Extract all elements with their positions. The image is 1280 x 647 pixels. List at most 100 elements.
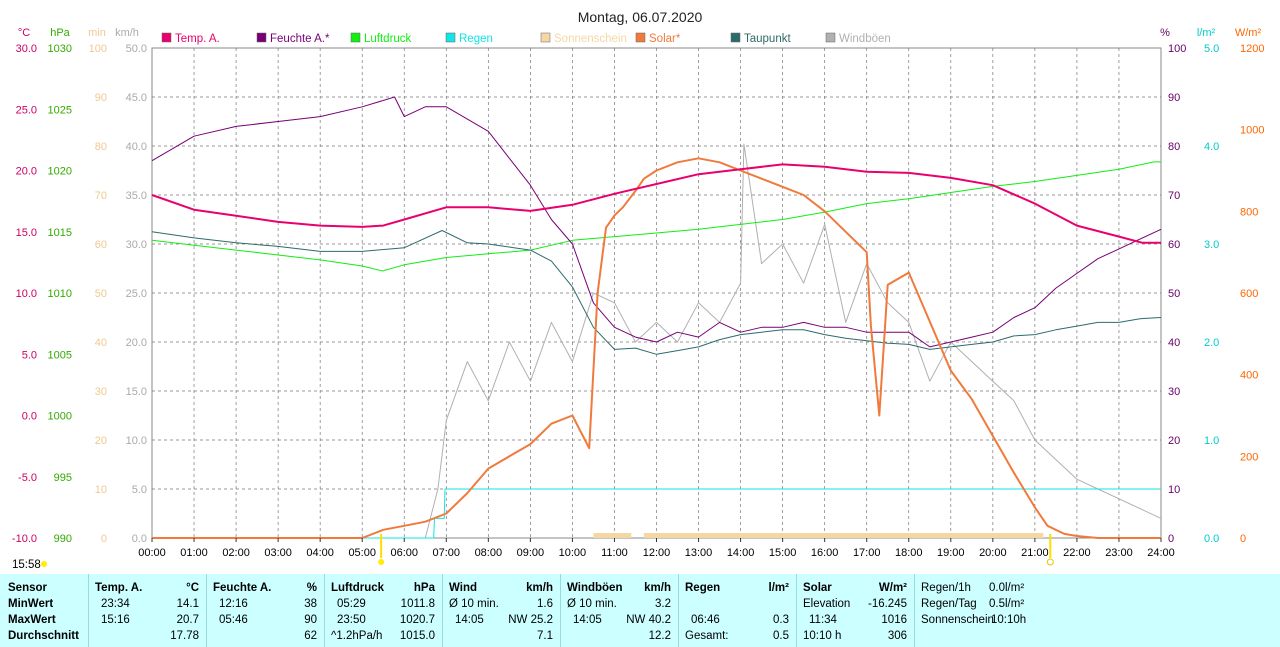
rain-total-label: Gesamt: — [685, 630, 729, 642]
axis-tick-temp: 5.0 — [22, 349, 37, 361]
extra-label: Regen/1h — [921, 582, 971, 594]
wind-avg-val: 7.1 — [537, 630, 553, 642]
temp-avg-val: 17.78 — [170, 630, 199, 642]
axis-tick-pressure: 990 — [54, 533, 72, 545]
solar-max-val: 1016 — [881, 614, 907, 626]
x-tick-label: 15:00 — [769, 547, 797, 559]
x-tick-label: 05:00 — [348, 547, 376, 559]
legend-label: Windböen — [839, 33, 891, 45]
series-line — [151, 161, 1161, 272]
legend-label: Luftdruck — [364, 33, 412, 45]
axis-tick-humidity: 10 — [1168, 484, 1180, 496]
axis-tick-rain: 0.0 — [1204, 533, 1219, 545]
axis-tick-wind: 5.0 — [132, 484, 147, 496]
axis-tick-wind: 20.0 — [126, 337, 147, 349]
axis-tick-rain: 1.0 — [1204, 435, 1219, 447]
hdr-wind-unit: km/h — [526, 582, 553, 594]
axis-tick-wind: 30.0 — [126, 239, 147, 251]
status-time: 15:58 — [12, 559, 41, 571]
axis-tick-min: 30 — [95, 386, 107, 398]
gust-max-val: NW 40.2 — [626, 614, 671, 626]
legend-label: Temp. A. — [175, 33, 220, 45]
series-line — [151, 230, 1162, 355]
legend-label: Taupunkt — [744, 33, 791, 45]
axis-tick-rain: 5.0 — [1204, 43, 1219, 55]
solar-elev-label: Elevation — [803, 598, 851, 610]
hdr-temp-unit: °C — [186, 582, 199, 594]
axis-tick-pressure: 1005 — [48, 349, 72, 361]
stats-table: Sensor MinWert MaxWert Durchschnitt Temp… — [0, 574, 1280, 647]
rain-total-val: 0.5 — [773, 630, 789, 642]
status-dot — [41, 561, 47, 567]
axis-tick-humidity: 50 — [1168, 288, 1180, 300]
hdr-sensor: Sensor — [8, 582, 47, 594]
series-line — [151, 96, 1162, 348]
axis-unit-rain: l/m² — [1197, 27, 1216, 39]
axis-tick-pressure: 1010 — [48, 288, 72, 300]
press-max-time: 23:50 — [337, 614, 366, 626]
x-tick-label: 08:00 — [475, 547, 503, 559]
stats-col-rain: Regen l/m² 06:46 0.3 Gesamt: 0.5 — [678, 574, 797, 647]
hdr-wind: Wind — [449, 582, 477, 594]
axis-tick-wind: 40.0 — [126, 141, 147, 153]
series-line — [152, 157, 1161, 539]
axis-unit-pressure: hPa — [50, 27, 70, 39]
temp-min-val: 14.1 — [176, 598, 199, 610]
legend-label: Sonnenschein — [554, 33, 627, 45]
axis-tick-min: 80 — [95, 141, 107, 153]
sunrise-dot — [378, 559, 385, 565]
axis-tick-temp: 15.0 — [16, 227, 37, 239]
wind-min-val: 1.6 — [537, 598, 553, 610]
legend-swatch — [825, 32, 836, 43]
legend-swatch — [540, 32, 551, 43]
hum-min-val: 38 — [304, 598, 317, 610]
x-tick-label: 02:00 — [222, 547, 250, 559]
axis-tick-temp: 30.0 — [16, 43, 37, 55]
axis-tick-temp: -5.0 — [18, 472, 37, 484]
hum-max-val: 90 — [304, 614, 317, 626]
press-trend: ^1.2hPa/h — [331, 630, 383, 642]
legend-swatch — [350, 32, 361, 43]
sunshine-bars — [593, 533, 1044, 538]
axis-tick-wind: 35.0 — [126, 190, 147, 202]
x-tick-label: 20:00 — [979, 547, 1007, 559]
x-tick-label: 16:00 — [811, 547, 839, 559]
hdr-solar-unit: W/m² — [878, 582, 907, 594]
hum-max-time: 05:46 — [219, 614, 248, 626]
stats-col-extra: Regen/1h 0.0l/m² Regen/Tag 0.5l/m² Sonne… — [914, 574, 1055, 647]
axis-tick-solar: 200 — [1240, 451, 1258, 463]
press-max-val: 1020.7 — [399, 614, 435, 626]
hdr-pressure: Luftdruck — [331, 582, 385, 594]
solar-avg-val: 306 — [887, 630, 907, 642]
axis-tick-wind: 10.0 — [126, 435, 147, 447]
axis-tick-temp: 20.0 — [16, 166, 37, 178]
axis-tick-temp: 25.0 — [16, 104, 37, 116]
gust-min-val: 3.2 — [655, 598, 671, 610]
axis-tick-solar: 800 — [1240, 206, 1258, 218]
x-tick-label: 03:00 — [264, 547, 292, 559]
x-tick-label: 21:00 — [1021, 547, 1049, 559]
x-tick-label: 14:00 — [727, 547, 755, 559]
x-tick-label: 09:00 — [517, 547, 545, 559]
axis-unit-wind: km/h — [115, 27, 139, 39]
hum-avg-val: 62 — [304, 630, 317, 642]
gust-avg-val: 12.2 — [648, 630, 671, 642]
axis-tick-humidity: 70 — [1168, 190, 1180, 202]
extra-value: 0.5l/m² — [989, 598, 1025, 610]
axis-tick-humidity: 100 — [1168, 43, 1186, 55]
x-tick-label: 01:00 — [180, 547, 208, 559]
series-line — [152, 488, 1161, 539]
stats-col-wind: Wind km/h Ø 10 min. 1.6 14:05 NW 25.2 7.… — [442, 574, 561, 647]
axis-tick-temp: -10.0 — [12, 533, 37, 545]
extra-label: Regen/Tag — [921, 598, 977, 610]
axis-tick-wind: 0.0 — [132, 533, 147, 545]
x-tick-label: 23:00 — [1105, 547, 1133, 559]
row-label: MaxWert — [8, 614, 56, 626]
stats-col-humidity: Feuchte A. % 12:16 38 05:46 90 62 — [206, 574, 325, 647]
stats-col-solar: Solar W/m² Elevation -16.245 11:34 1016 … — [796, 574, 915, 647]
x-tick-label: 04:00 — [306, 547, 334, 559]
solar-duration: 10:10 h — [803, 630, 842, 642]
axis-tick-min: 90 — [95, 92, 107, 104]
rain-max-time: 06:46 — [691, 614, 720, 626]
x-tick-label: 07:00 — [433, 547, 461, 559]
